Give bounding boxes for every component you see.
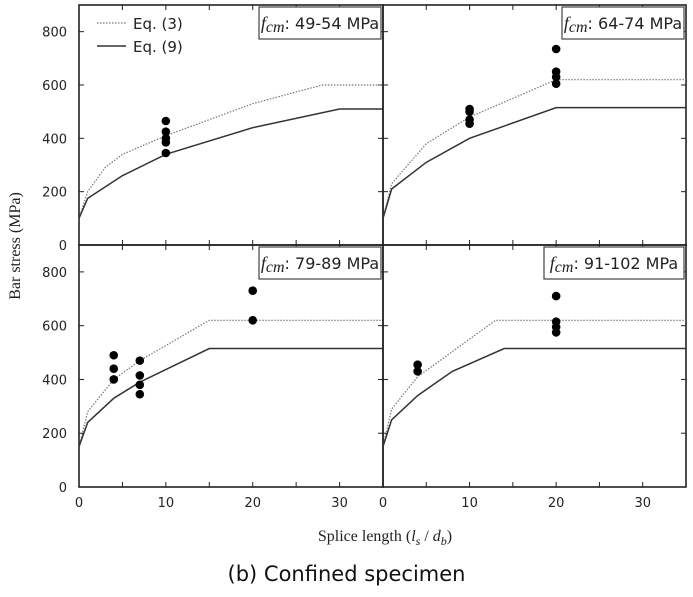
y-tick-label: 200 bbox=[42, 427, 67, 442]
eq3-line bbox=[382, 79, 686, 219]
data-point bbox=[413, 367, 422, 376]
data-point bbox=[161, 148, 171, 158]
y-tick-label: 0 bbox=[59, 481, 67, 496]
data-point bbox=[161, 116, 171, 126]
eq9-line bbox=[78, 108, 383, 219]
panel-label: fcm: 49-54 MPa bbox=[261, 13, 379, 36]
data-point bbox=[135, 389, 145, 399]
panel-label-box bbox=[561, 6, 685, 40]
x-tick-label: 10 bbox=[461, 496, 478, 511]
panel-frame bbox=[382, 244, 687, 488]
data-point bbox=[413, 360, 422, 369]
data-point bbox=[135, 380, 145, 390]
y-axis-label: Bar stress (MPa) bbox=[7, 192, 24, 300]
panel-2: fcm: 64-74 MPa bbox=[382, 4, 687, 246]
eq3-line bbox=[78, 84, 383, 219]
y-tick-label: 400 bbox=[42, 132, 67, 147]
data-point bbox=[551, 291, 561, 301]
x-tick-label: 20 bbox=[548, 496, 565, 511]
panel-label-box bbox=[258, 246, 382, 280]
x-tick-label: 30 bbox=[331, 496, 348, 511]
panel-4: 0 10 20 30 fcm: 91-102 MPa bbox=[379, 244, 687, 511]
x-tick-label: 30 bbox=[634, 496, 651, 511]
legend-label: Eq. (3) bbox=[133, 15, 183, 33]
y-tick-label: 600 bbox=[42, 320, 67, 335]
y-tick-label: 0 bbox=[59, 239, 67, 254]
data-point bbox=[248, 315, 258, 325]
panel-label: fcm: 64-74 MPa bbox=[564, 13, 682, 36]
data-point bbox=[551, 72, 561, 82]
eq9-line bbox=[382, 106, 686, 219]
data-point bbox=[551, 79, 561, 88]
eq9-line bbox=[382, 347, 686, 447]
panel-label: fcm: 79-89 MPa bbox=[261, 253, 379, 276]
data-point bbox=[135, 371, 145, 380]
data-point bbox=[135, 356, 145, 365]
data-point bbox=[551, 44, 561, 54]
panel-label-box bbox=[543, 246, 685, 280]
y-tick-label: 200 bbox=[42, 186, 67, 201]
data-point bbox=[465, 107, 474, 116]
data-point bbox=[109, 364, 119, 373]
eq3-line bbox=[78, 319, 383, 447]
data-point bbox=[551, 328, 561, 337]
panel-3: 0 200 400 600 800 0 10 20 30 fcm: 79-89 MPa bbox=[42, 244, 384, 511]
panel-label-box bbox=[258, 6, 382, 40]
x-tick-label: 10 bbox=[158, 496, 175, 511]
eq9-line bbox=[78, 347, 383, 447]
x-tick-label: 20 bbox=[244, 496, 261, 511]
x-tick-label: 0 bbox=[379, 496, 387, 511]
y-tick-label: 800 bbox=[42, 266, 67, 281]
panel-frame bbox=[78, 4, 384, 246]
panel-label: fcm: 91-102 MPa bbox=[550, 253, 678, 276]
data-point bbox=[248, 286, 258, 296]
legend: Eq. (3) Eq. (9) bbox=[97, 15, 183, 56]
x-tick-label: 0 bbox=[75, 496, 83, 511]
data-point bbox=[161, 127, 171, 136]
y-tick-label: 400 bbox=[42, 373, 67, 388]
x-axis-label: Splice length (ls / db) bbox=[318, 528, 452, 548]
data-point bbox=[465, 119, 474, 128]
data-point bbox=[161, 138, 171, 147]
figure-caption: (b) Confined specimen bbox=[227, 562, 466, 586]
y-tick-label: 800 bbox=[42, 26, 67, 41]
panel-frame bbox=[78, 244, 384, 488]
y-tick-label: 600 bbox=[42, 79, 67, 94]
data-point bbox=[109, 375, 119, 384]
panel-1: 0 200 400 600 800 fcm: 49-54 MPa bbox=[42, 4, 384, 254]
eq3-line bbox=[382, 319, 686, 447]
panel-frame bbox=[382, 4, 687, 246]
legend-label: Eq. (9) bbox=[133, 38, 183, 56]
data-point bbox=[109, 350, 119, 360]
